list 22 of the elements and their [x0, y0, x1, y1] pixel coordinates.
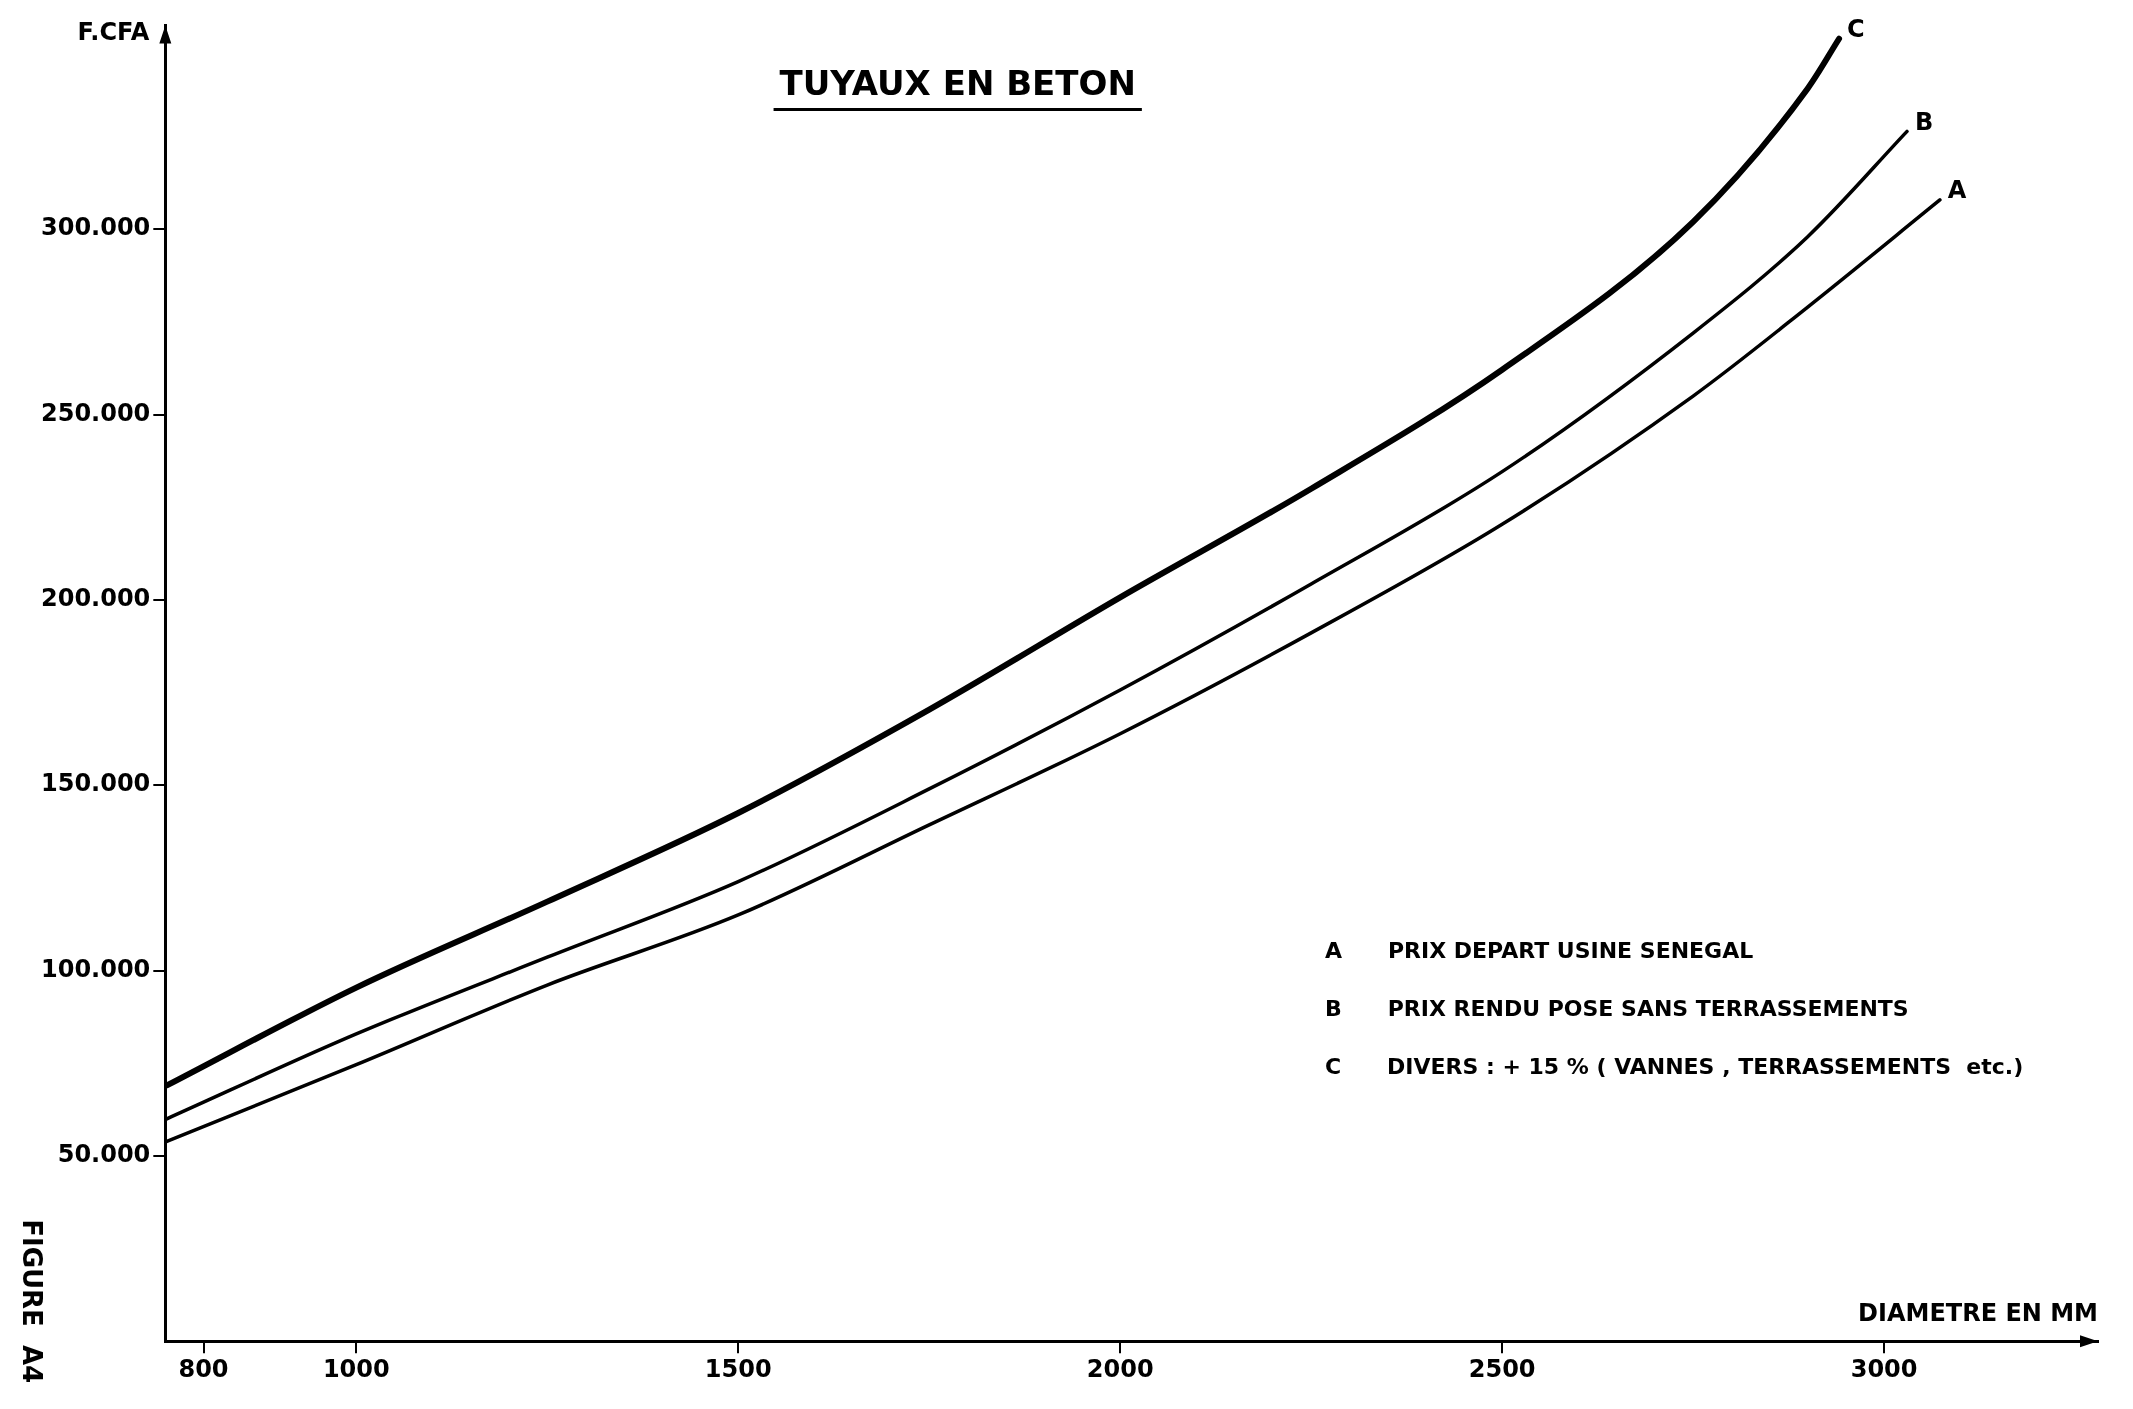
caption: FIGURE A4 [17, 1219, 48, 1384]
text: TUYAUX EN BETON [779, 63, 1136, 104]
x-tick-label: 800 [178, 1354, 229, 1383]
y-tick-label: 300.000 [41, 213, 151, 242]
series-label: A [1947, 176, 1967, 205]
series-label: C [1847, 14, 1865, 43]
y-tick-label: 100.000 [41, 954, 151, 983]
annotation: A PRIX DEPART USINE SENEGAL [1324, 937, 1754, 963]
x-tick-label: 2000 [1086, 1354, 1154, 1383]
annotation: B PRIX RENDU POSE SANS TERRASSEMENTS [1324, 995, 1909, 1021]
x-tick-label: 2500 [1468, 1354, 1536, 1383]
x-tick-label: 1000 [322, 1354, 390, 1383]
series-label: B [1915, 107, 1934, 136]
y-tick-label: 150.000 [41, 769, 151, 798]
y-axis-title: F.CFA [77, 17, 150, 46]
annotation: C DIVERS : + 15 % ( VANNES , TERRASSEMENTS etc.) [1324, 1053, 2024, 1079]
y-tick-label: 50.000 [57, 1140, 151, 1169]
x-axis-title: DIAMETRE EN MM [1858, 1299, 2098, 1328]
y-tick-label: 200.000 [41, 584, 151, 613]
y-tick-label: 250.000 [41, 398, 151, 427]
x-tick-label: 1500 [704, 1354, 772, 1383]
x-tick-label: 3000 [1850, 1354, 1918, 1383]
